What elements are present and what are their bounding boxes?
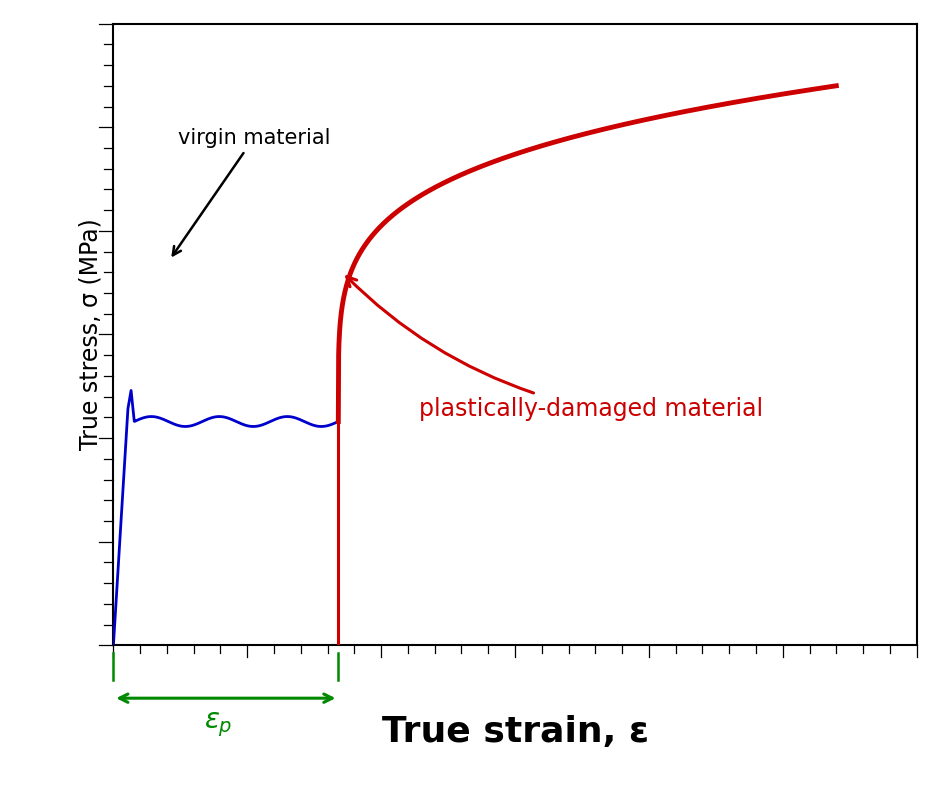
Text: plastically-damaged material: plastically-damaged material bbox=[346, 277, 762, 420]
X-axis label: True strain, ε: True strain, ε bbox=[381, 715, 648, 748]
Y-axis label: True stress, σ (MPa): True stress, σ (MPa) bbox=[78, 219, 102, 450]
Text: $\varepsilon_p$: $\varepsilon_p$ bbox=[203, 711, 232, 739]
Text: virgin material: virgin material bbox=[173, 128, 329, 255]
